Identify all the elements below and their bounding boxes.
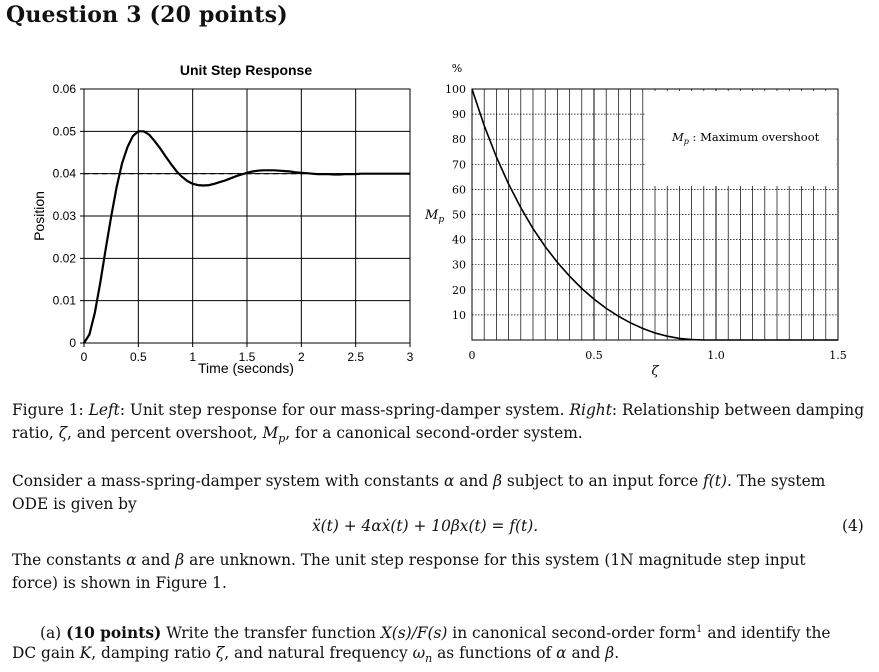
mp-subscript: p (278, 432, 286, 446)
body-text: Write the transfer function (161, 624, 381, 643)
x-axis-label: Time (seconds) (198, 360, 294, 376)
body-text: in canonical second-order form (447, 624, 697, 643)
footnote-mark: 1 (696, 624, 703, 635)
y-tick-label: 0.06 (53, 82, 77, 96)
y-tick-label: 60 (452, 183, 466, 196)
transfer-function-symbol: X(s)/F(s) (380, 624, 448, 643)
caption-text: ratio, (12, 424, 59, 442)
beta-symbol: β (605, 644, 615, 662)
tick-labels: 0 0.5 1.0 1.5 10 20 30 40 50 60 70 80 90 100 (445, 83, 847, 362)
overshoot-chart: % Mp : Maximum overshoot 0 0.5 1.0 1.5 10 20 3… (424, 62, 847, 379)
body-text: and (136, 551, 176, 569)
alpha-symbol: α (126, 551, 137, 569)
part-label: (a) (40, 624, 62, 643)
body-text: , and natural frequency (224, 644, 413, 662)
force-symbol: f(t) (703, 472, 727, 490)
y-tick-label: 0 (69, 336, 76, 350)
step-response-chart: Unit Step Response 0 0.5 1 1.5 2 2.5 3 0 0.01 0.0… (31, 62, 414, 376)
alpha-symbol: α (443, 472, 455, 490)
figure-caption-line2: ratio, ζ, and percent overshoot, Mp, for… (12, 422, 583, 450)
part-a-line1: (a) (10 points) Write the transfer funct… (40, 619, 831, 644)
y-tick-label: 20 (452, 284, 466, 297)
overshoot-curve (471, 88, 838, 341)
y-tick-label: 10 (452, 309, 466, 322)
caption-right-text: : Relationship between damping (611, 401, 865, 419)
caption-right-label: Right (569, 401, 612, 419)
y-axis-label: Position (31, 191, 47, 241)
k-symbol: K (79, 644, 92, 662)
caption-lead: Figure 1: (12, 401, 84, 419)
y-tick-label: 50 (452, 209, 466, 222)
caption-left-label: Left (88, 401, 120, 419)
figure-caption-line1: Figure 1: Left: Unit step response for o… (12, 399, 864, 421)
body-text: The constants (12, 551, 127, 569)
y-tick-label: 30 (452, 259, 466, 272)
y-tick-label: 70 (452, 158, 466, 171)
x-axis-label: ζ (651, 364, 659, 379)
percent-label: % (452, 62, 462, 75)
y-tick-label: 80 (452, 133, 466, 146)
paragraph2-line2: force) is shown in Figure 1. (12, 574, 227, 592)
y-tick-label: 0.05 (53, 124, 77, 138)
body-text: subject to an input force (502, 472, 704, 490)
annotation-box (646, 91, 836, 186)
x-tick-label: 2.5 (347, 350, 364, 364)
paragraph1-line2: ODE is given by (12, 495, 137, 513)
omega-symbol: ω (412, 644, 426, 662)
body-text: as functions of (432, 644, 557, 662)
step-response-curve (83, 130, 410, 344)
chart-title: Unit Step Response (180, 62, 312, 78)
y-tick-label: 0.04 (53, 167, 77, 181)
x-tick-label: 1.0 (707, 349, 725, 362)
y-tick-label: 90 (452, 108, 466, 121)
body-text: . (614, 644, 620, 662)
y-tick-label: 40 (452, 234, 466, 247)
question-title: Question 3 (20 points) (6, 2, 288, 28)
body-text: and (454, 472, 494, 490)
alpha-symbol: α (556, 644, 567, 662)
annotation-label: Mp : Maximum overshoot (671, 130, 820, 146)
equation-number: (4) (842, 517, 864, 535)
tick-labels: 0 0.5 1 1.5 2 2.5 3 0 0.01 0.02 0.03 0.04 0.05 0.06 (53, 82, 414, 364)
zeta-symbol: ζ (58, 424, 68, 442)
body-text: and (566, 644, 606, 662)
x-tick-label: 1.5 (239, 350, 256, 364)
y-tick-label: 0.01 (53, 294, 77, 308)
y-tick-label: 0.02 (53, 251, 77, 265)
x-tick-label: 1.5 (829, 349, 847, 362)
beta-symbol: β (175, 551, 185, 569)
x-tick-label: 0.5 (585, 349, 603, 362)
body-text: and identify the (702, 624, 831, 643)
part-a-line2: DC gain K, damping ratio ζ, and natural … (12, 642, 619, 670)
body-text: DC gain (12, 644, 80, 662)
body-text: are unknown. The unit step response for … (184, 551, 806, 569)
paragraph1-line1: Consider a mass-spring-damper system wit… (12, 470, 825, 492)
x-tick-label: 2 (298, 350, 305, 364)
mp-symbol: M (262, 424, 279, 442)
body-text: Consider a mass-spring-damper system wit… (12, 472, 444, 490)
x-tick-label: 0 (469, 349, 476, 362)
paragraph2-line1: The constants α and β are unknown. The u… (12, 549, 806, 571)
y-axis-label: Mp (424, 208, 444, 225)
caption-text: , for a canonical second-order system. (285, 424, 583, 442)
body-text: , damping ratio (91, 644, 216, 662)
body-text: . The system (726, 472, 826, 490)
omega-subscript: n (425, 652, 433, 666)
caption-left-text: : Unit step response for our mass-spring… (119, 401, 565, 419)
zeta-symbol: ζ (215, 644, 225, 662)
x-tick-label: 3 (407, 350, 414, 364)
y-tick-label: 100 (445, 83, 466, 96)
x-tick-label: 1 (189, 350, 196, 364)
beta-symbol: β (493, 472, 502, 490)
ode-equation: ẍ(t) + 4αẋ(t) + 10βx(t) = f(t). (312, 517, 539, 535)
caption-text: , and percent overshoot, (67, 424, 263, 442)
x-tick-label: 0.5 (130, 350, 147, 364)
y-tick-label: 0.03 (53, 209, 77, 223)
points-label: (10 points) (66, 624, 162, 643)
x-tick-label: 0 (81, 350, 88, 364)
